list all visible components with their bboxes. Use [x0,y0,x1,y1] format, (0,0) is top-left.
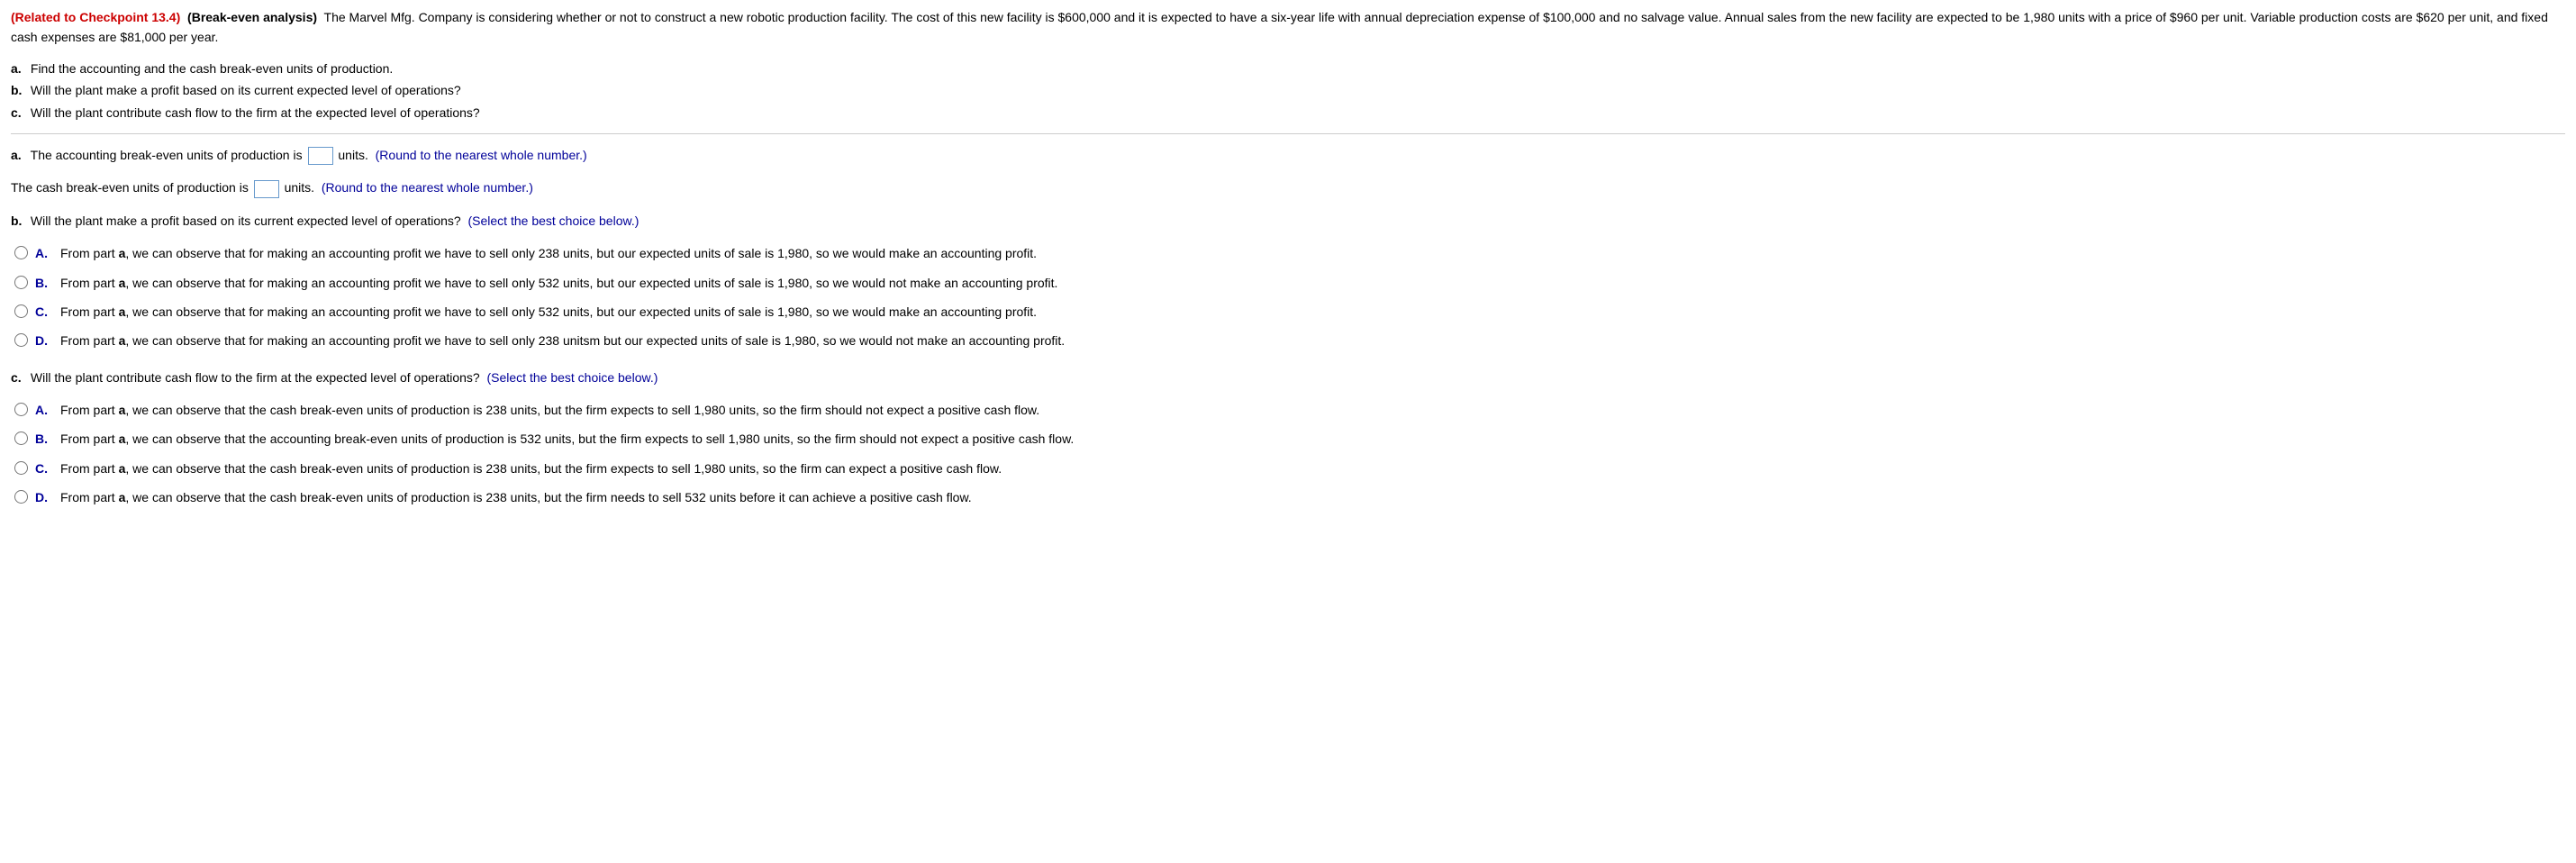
choice-c-d[interactable]: D. From part a, we can observe that the … [11,487,2565,507]
choice-b-a-label: A. [35,243,53,263]
part-c-text: Will the plant contribute cash flow to t… [31,370,480,385]
choice-c-a-label: A. [35,400,53,420]
accounting-be-input[interactable] [308,147,333,165]
topic-label: (Break-even analysis) [187,10,317,24]
part-a-answer-2: The cash break-even units of production … [11,177,2565,197]
choice-b-c[interactable]: C. From part a, we can observe that for … [11,302,2565,322]
choice-b-c-text: From part a, we can observe that for mak… [60,302,1037,322]
choice-c-a-text: From part a, we can observe that the cas… [60,400,1039,420]
choice-c-d-label: D. [35,487,53,507]
q-a-text: Find the accounting and the cash break-e… [31,61,393,76]
q-b-text: Will the plant make a profit based on it… [31,83,461,97]
choice-c-a[interactable]: A. From part a, we can observe that the … [11,400,2565,420]
cash-be-pre: The cash break-even units of production … [11,180,249,195]
checkpoint-ref: (Related to Checkpoint 13.4) [11,10,180,24]
choice-b-b-text: From part a, we can observe that for mak… [60,273,1057,293]
radio-b-c[interactable] [14,304,28,318]
choice-b-d-text: From part a, we can observe that for mak… [60,331,1065,350]
radio-c-c[interactable] [14,461,28,475]
part-b-hint: (Select the best choice below.) [468,213,639,228]
choice-b-a-text: From part a, we can observe that for mak… [60,243,1037,263]
choice-c-c[interactable]: C. From part a, we can observe that the … [11,459,2565,478]
part-b-text: Will the plant make a profit based on it… [31,213,461,228]
question-list: a. Find the accounting and the cash brea… [11,59,2565,123]
q-c-label: c. [11,103,27,123]
radio-c-d[interactable] [14,490,28,504]
part-c-prompt: c. Will the plant contribute cash flow t… [11,368,2565,387]
choice-b-d-label: D. [35,331,53,350]
cash-be-post: units. [285,180,314,195]
radio-b-a[interactable] [14,246,28,259]
part-b-prompt: b. Will the plant make a profit based on… [11,211,2565,231]
choice-c-c-text: From part a, we can observe that the cas… [60,459,1002,478]
round-hint-2: (Round to the nearest whole number.) [322,180,533,195]
choice-c-b-text: From part a, we can observe that the acc… [60,429,1074,449]
ans-c-label: c. [11,368,27,387]
radio-c-a[interactable] [14,403,28,416]
part-c-hint: (Select the best choice below.) [487,370,658,385]
part-c-choices: A. From part a, we can observe that the … [11,400,2565,508]
choice-b-b-label: B. [35,273,53,293]
choice-b-a[interactable]: A. From part a, we can observe that for … [11,243,2565,263]
radio-c-b[interactable] [14,432,28,445]
radio-b-d[interactable] [14,333,28,347]
cash-be-input[interactable] [254,180,279,198]
choice-c-d-text: From part a, we can observe that the cas… [60,487,972,507]
ans-b-label: b. [11,211,27,231]
divider [11,133,2565,134]
intro-body: The Marvel Mfg. Company is considering w… [11,10,2548,44]
choice-b-d[interactable]: D. From part a, we can observe that for … [11,331,2565,350]
accounting-be-post: units. [338,148,367,162]
part-b-choices: A. From part a, we can observe that for … [11,243,2565,351]
part-a-answer: a. The accounting break-even units of pr… [11,145,2565,165]
q-c-text: Will the plant contribute cash flow to t… [31,105,480,120]
accounting-be-pre: The accounting break-even units of produ… [31,148,303,162]
choice-b-c-label: C. [35,302,53,322]
problem-intro: (Related to Checkpoint 13.4) (Break-even… [11,7,2565,48]
round-hint-1: (Round to the nearest whole number.) [376,148,587,162]
choice-b-b[interactable]: B. From part a, we can observe that for … [11,273,2565,293]
ans-a-label: a. [11,145,27,165]
q-a-label: a. [11,59,27,78]
choice-c-c-label: C. [35,459,53,478]
choice-c-b-label: B. [35,429,53,449]
choice-c-b[interactable]: B. From part a, we can observe that the … [11,429,2565,449]
q-b-label: b. [11,80,27,100]
radio-b-b[interactable] [14,276,28,289]
